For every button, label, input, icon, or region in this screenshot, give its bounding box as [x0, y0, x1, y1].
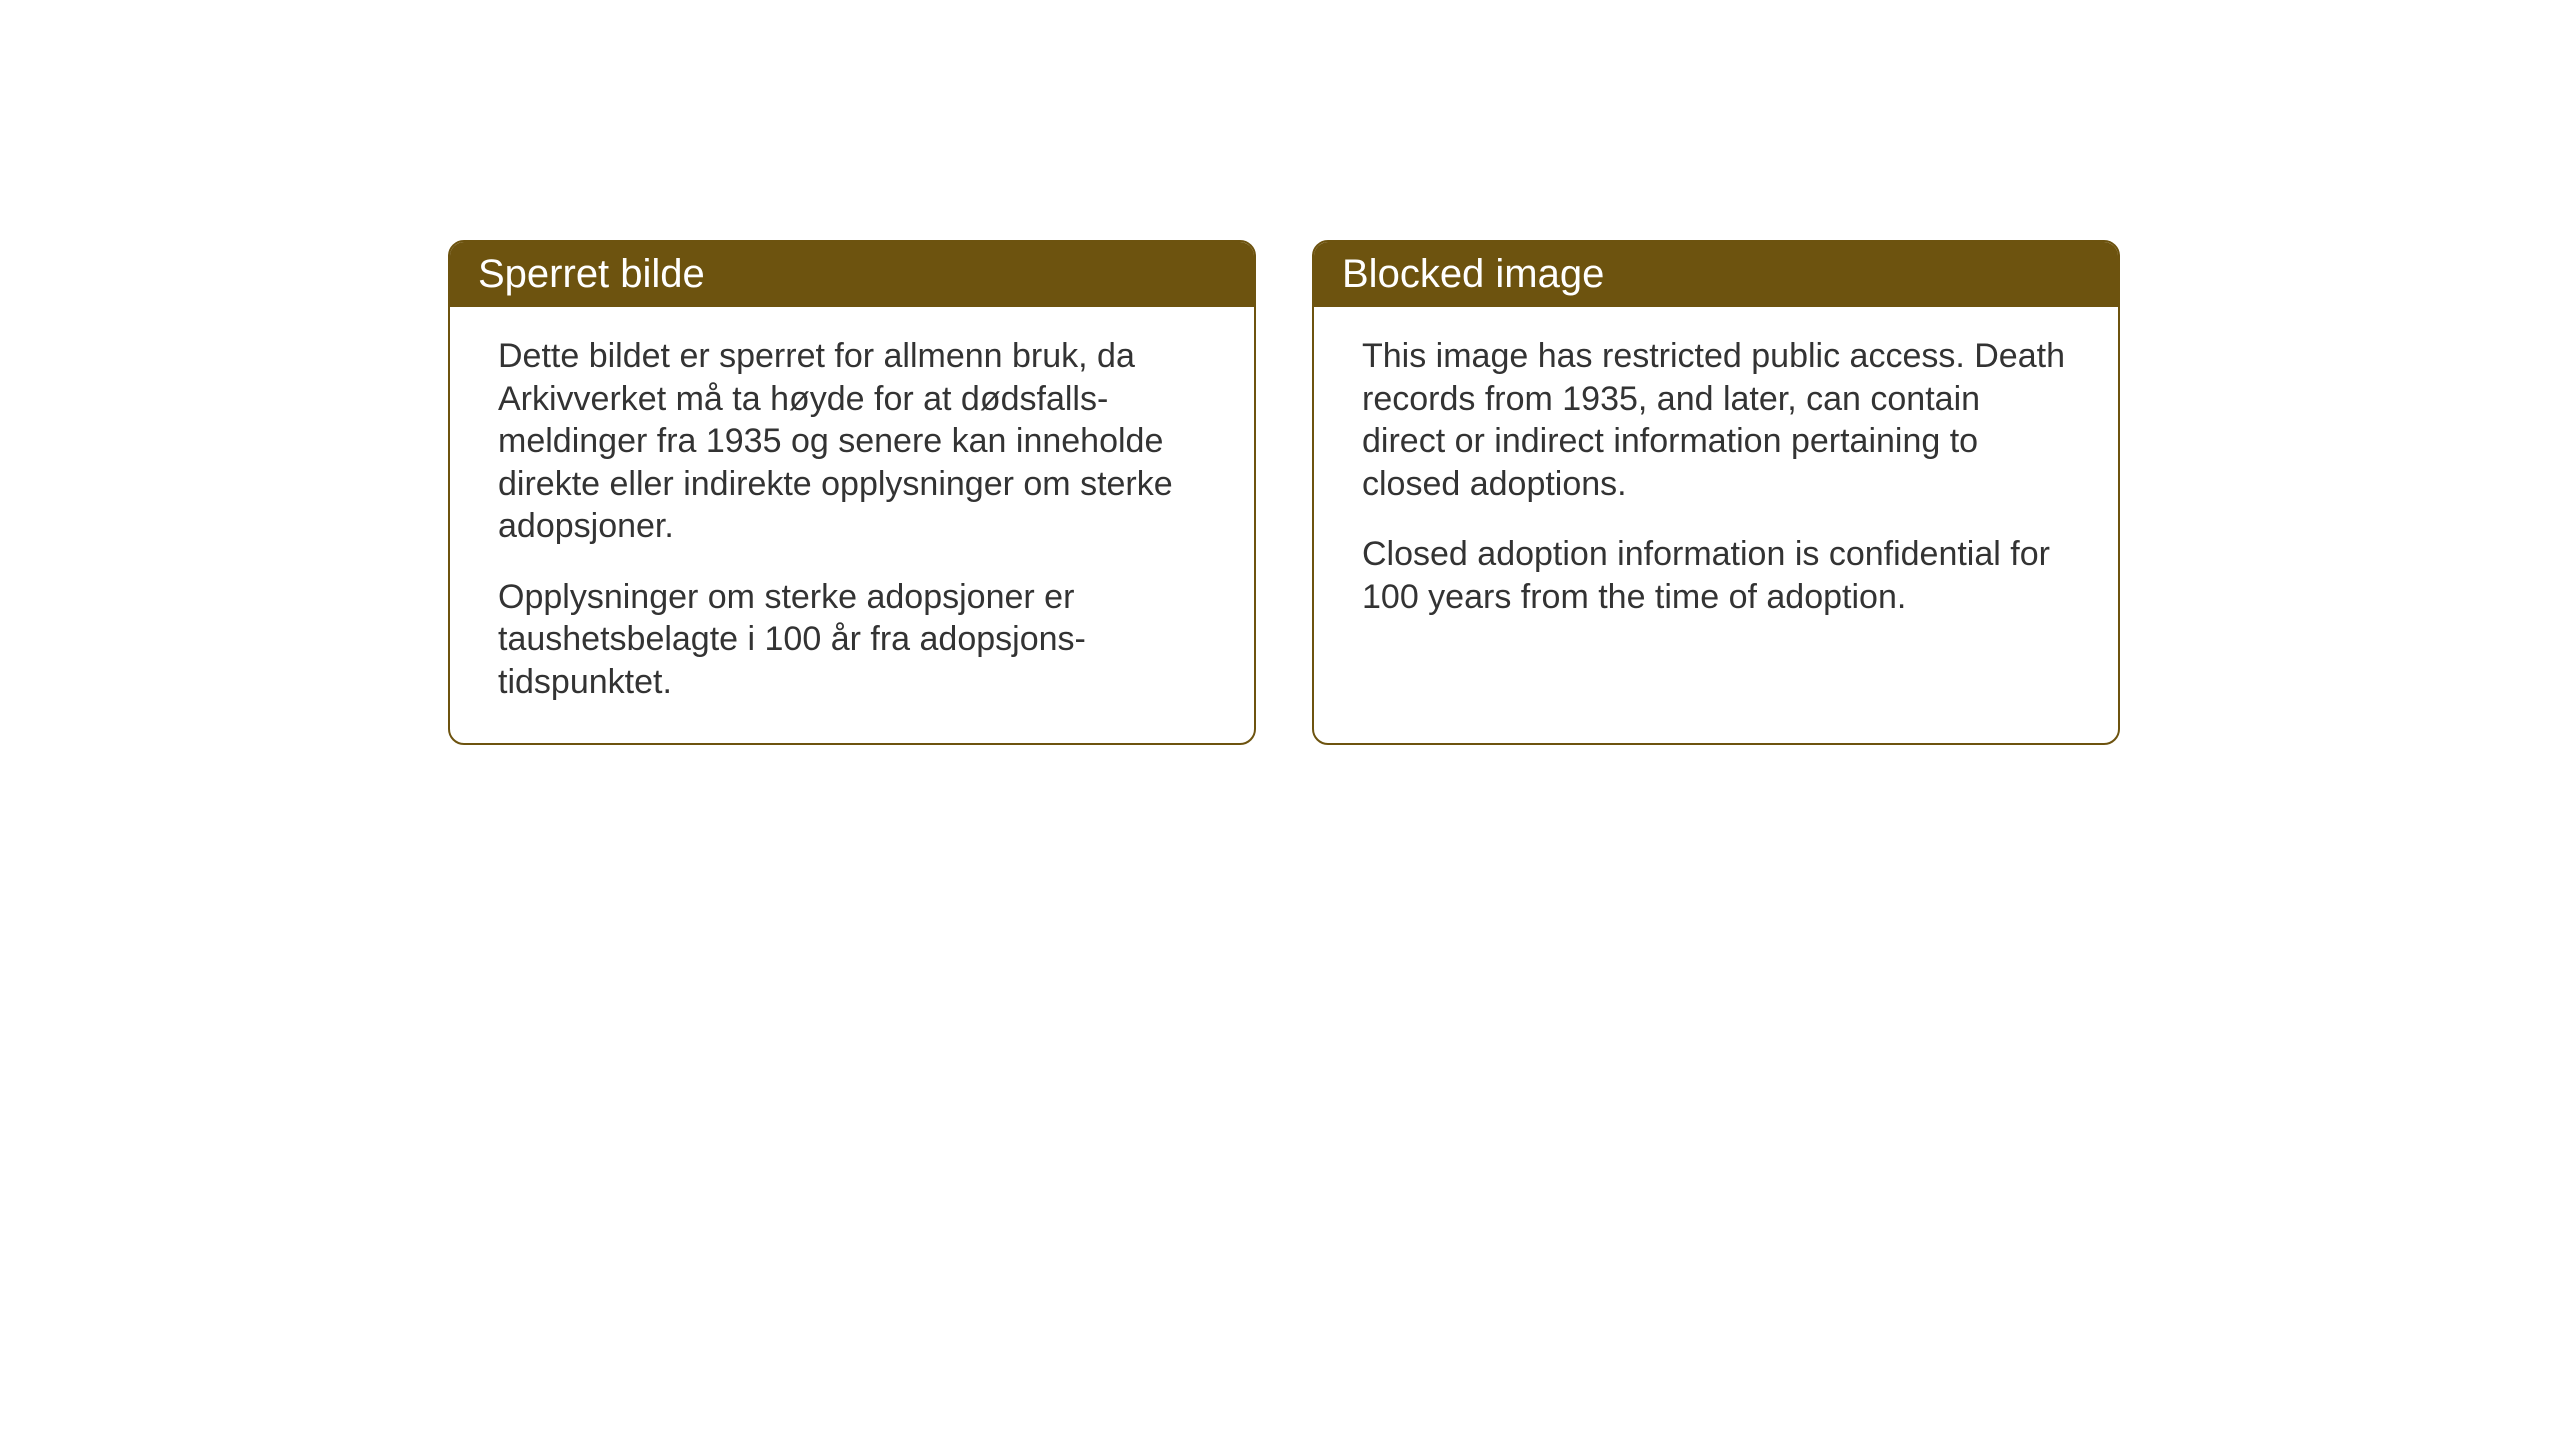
card-header-norwegian: Sperret bilde [450, 242, 1254, 307]
card-paragraph-2-norwegian: Opplysninger om sterke adopsjoner er tau… [498, 576, 1206, 704]
card-header-english: Blocked image [1314, 242, 2118, 307]
notice-cards-container: Sperret bilde Dette bildet er sperret fo… [448, 240, 2120, 745]
card-paragraph-1-norwegian: Dette bildet er sperret for allmenn bruk… [498, 335, 1206, 548]
notice-card-norwegian: Sperret bilde Dette bildet er sperret fo… [448, 240, 1256, 745]
card-title-norwegian: Sperret bilde [478, 252, 705, 296]
notice-card-english: Blocked image This image has restricted … [1312, 240, 2120, 745]
card-body-english: This image has restricted public access.… [1314, 307, 2118, 658]
card-paragraph-1-english: This image has restricted public access.… [1362, 335, 2070, 505]
card-title-english: Blocked image [1342, 252, 1604, 296]
card-paragraph-2-english: Closed adoption information is confident… [1362, 533, 2070, 618]
card-body-norwegian: Dette bildet er sperret for allmenn bruk… [450, 307, 1254, 743]
